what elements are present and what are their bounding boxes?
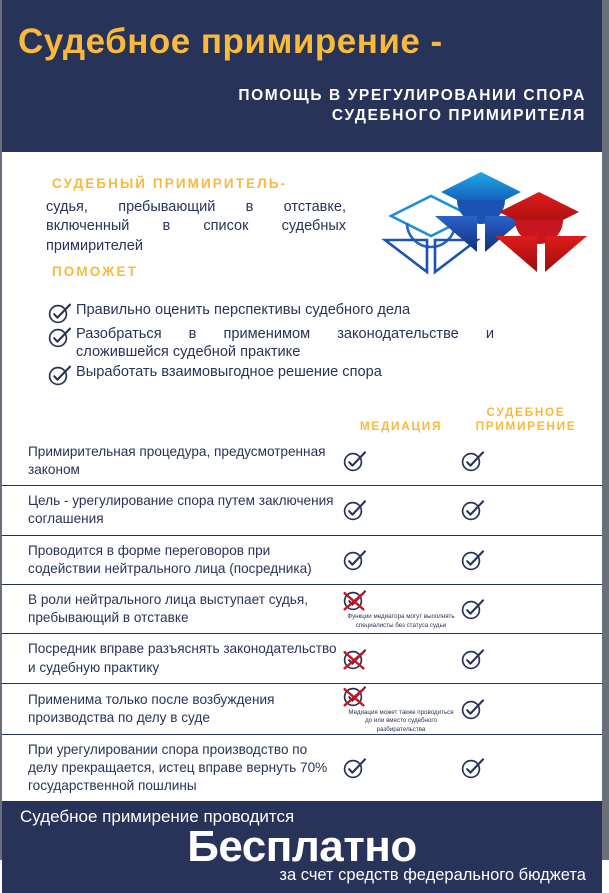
header-subtitle-line-2: СУДЕБНОГО ПРИМИРИТЕЛЯ: [331, 106, 586, 124]
cell-conciliation: [460, 548, 592, 572]
check-circle-icon: [343, 550, 367, 571]
table-header-row: МЕДИАЦИЯ СУДЕБНОЕ ПРИМИРЕНИЕ: [2, 393, 602, 437]
row-label: Цель - урегулирование спора путем заключ…: [28, 493, 334, 527]
check-circle-icon: [461, 699, 485, 720]
check-circle-icon: [343, 451, 367, 472]
header-banner: Судебное примирение - ПОМОЩЬ В УРЕГУЛИРО…: [2, 0, 602, 152]
check-circle-icon: [48, 363, 76, 386]
row-label: В роли нейтрального лица выступает судья…: [28, 591, 308, 626]
footer-line-3: за счет средств федерального бюджета: [279, 866, 586, 885]
cell-conciliation: [460, 597, 592, 621]
check-circle-icon: [48, 301, 76, 324]
intro-heading: СУДЕБНЫЙ ПРИМИРИТЕЛЬ-: [52, 176, 288, 191]
header-subtitle: ПОМОЩЬ В УРЕГУЛИРОВАНИИ СПОРА СУДЕБНОГО …: [238, 86, 586, 126]
row-label: Примирительная процедура, предусмотренна…: [28, 443, 326, 477]
comparison-table: МЕДИАЦИЯ СУДЕБНОЕ ПРИМИРЕНИЕ Примиритель…: [2, 393, 602, 802]
table-row: Проводится в форме переговоров при содей…: [2, 536, 602, 585]
header-subtitle-line-1: ПОМОЩЬ В УРЕГУЛИРОВАНИИ СПОРА: [238, 87, 586, 104]
cell-conciliation: [460, 449, 592, 473]
benefit-text: Разобраться в применимом законодательств…: [76, 326, 494, 361]
page-title: Судебное примирение -: [18, 22, 443, 61]
footer-highlight: Бесплатно: [187, 822, 417, 872]
column-header-mediation: МЕДИАЦИЯ: [342, 418, 460, 437]
row-label: Проводится в форме переговоров при содей…: [28, 542, 312, 576]
check-circle-crossed-icon: [343, 590, 367, 611]
graduation-cap-logo: [373, 160, 588, 275]
row-label: Применима только после возбуждения произ…: [28, 691, 275, 725]
table-row: Посредник вправе разъяснять законодатель…: [2, 634, 602, 684]
intro-section: СУДЕБНЫЙ ПРИМИРИТЕЛЬ- судья, пребывающий…: [2, 152, 602, 297]
footer-banner: Судебное примирение проводится Бесплатно…: [2, 801, 602, 893]
row-label: Посредник вправе разъяснять законодатель…: [28, 641, 337, 675]
cell-conciliation: [460, 647, 592, 671]
intro-body-text: судья, пребывающий в отставке, включенны…: [46, 199, 346, 254]
list-item: Разобраться в применимом законодательств…: [48, 325, 584, 362]
check-circle-icon: [48, 325, 76, 348]
column-header-conciliation-line-2: ПРИМИРЕНИЕ: [475, 418, 577, 433]
logo-right-red-group: [495, 192, 587, 272]
logo-svg: [381, 172, 587, 275]
cell-conciliation: [460, 498, 592, 522]
table-row: При урегулировании спора производство по…: [2, 735, 602, 802]
cell-mediation: Функции медиатора могут выполнять специа…: [342, 588, 460, 630]
intro-help-heading: ПОМОЖЕТ: [52, 263, 138, 279]
check-circle-icon: [461, 599, 485, 620]
list-item: Выработать взаимовыгодное решение спора: [48, 363, 584, 386]
cell-mediation: [342, 498, 460, 522]
check-circle-icon: [343, 500, 367, 521]
benefit-text: Выработать взаимовыгодное решение спора: [76, 363, 382, 380]
check-circle-icon: [461, 758, 485, 779]
cell-conciliation: [460, 756, 592, 780]
cell-mediation: [342, 449, 460, 473]
table-row: Цель - урегулирование спора путем заключ…: [2, 486, 602, 536]
benefits-list: Правильно оценить перспективы судебного …: [2, 297, 602, 393]
column-header-mediation-label: МЕДИАЦИЯ: [359, 418, 443, 433]
mediation-note: Функции медиатора могут выполнять специа…: [347, 613, 455, 629]
benefit-text: Правильно оценить перспективы судебного …: [76, 302, 411, 318]
check-circle-crossed-icon: [343, 648, 367, 670]
cell-mediation: [342, 548, 460, 572]
check-circle-icon: [461, 648, 485, 669]
cell-mediation: [342, 647, 460, 671]
cell-mediation: Медиация может также проводиться до или …: [342, 684, 460, 734]
check-circle-icon: [461, 451, 485, 472]
check-circle-icon: [461, 550, 485, 571]
table-row: В роли нейтрального лица выступает судья…: [2, 585, 602, 635]
mediation-note: Медиация может также проводиться до или …: [348, 708, 454, 733]
check-circle-icon: [461, 500, 485, 521]
row-label: При урегулировании спора производство по…: [28, 741, 328, 794]
table-row: Применима только после возбуждения произ…: [2, 684, 602, 735]
list-item: Правильно оценить перспективы судебного …: [48, 301, 584, 324]
column-header-conciliation-line-1: СУДЕБНОЕ: [486, 404, 566, 419]
table-row: Примирительная процедура, предусмотренна…: [2, 437, 602, 487]
column-header-conciliation: СУДЕБНОЕ ПРИМИРЕНИЕ: [460, 404, 592, 437]
cell-mediation: [342, 756, 460, 780]
check-circle-icon: [343, 758, 367, 779]
check-circle-crossed-icon: [343, 686, 367, 707]
footer-line-1: Судебное примирение проводится: [20, 807, 295, 827]
cell-conciliation: [460, 697, 592, 721]
